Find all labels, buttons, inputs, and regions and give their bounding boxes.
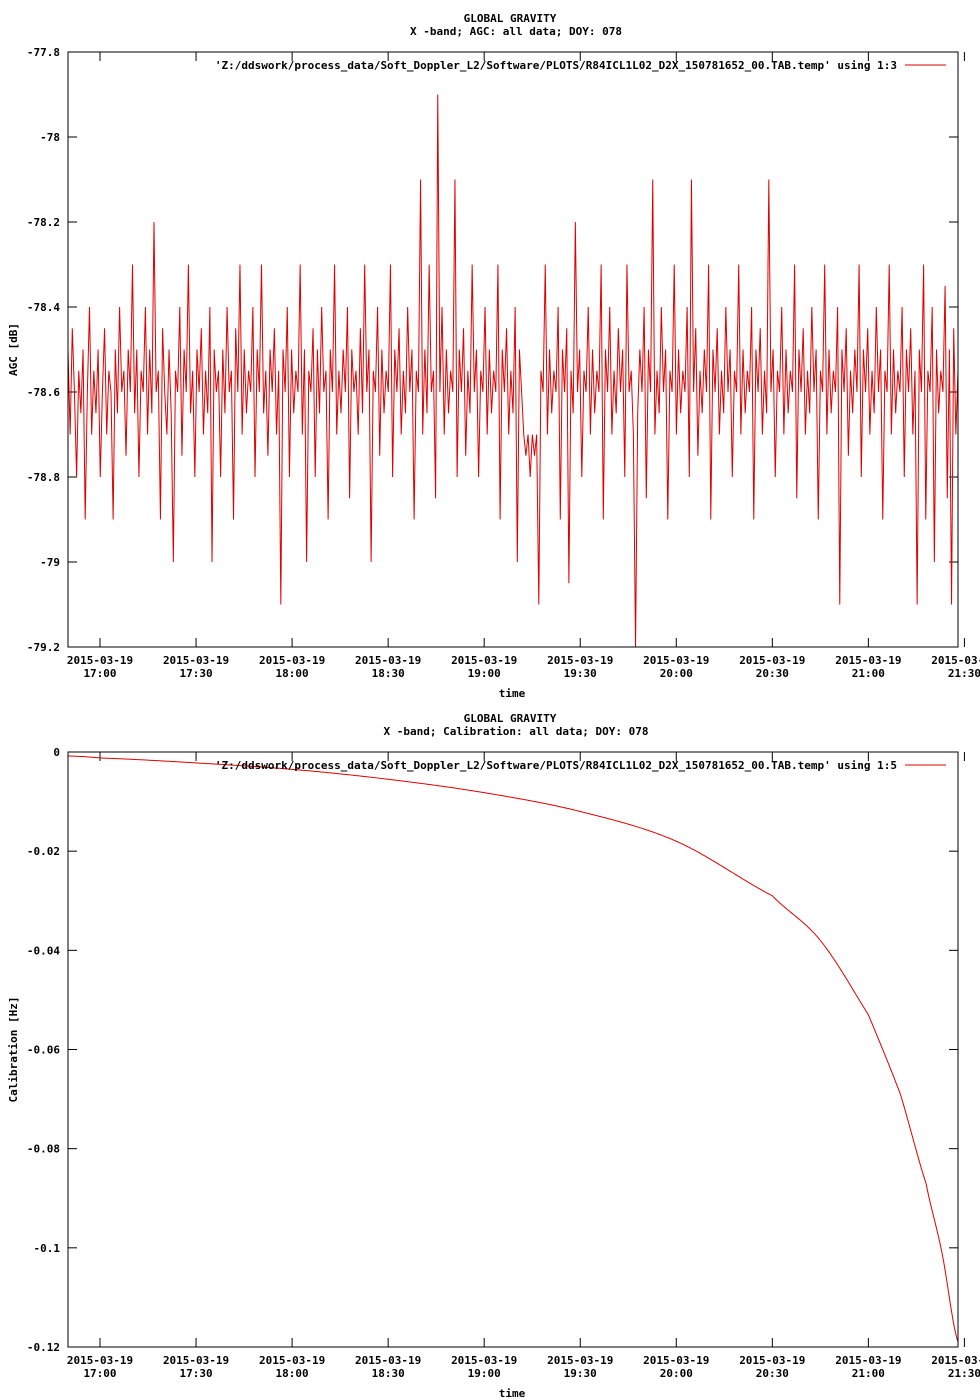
chart-title: GLOBAL GRAVITY bbox=[464, 12, 557, 25]
x-tick-label-date: 2015-03-19 bbox=[931, 1354, 980, 1367]
x-tick-label-time: 18:30 bbox=[372, 667, 405, 680]
x-tick-label-time: 19:00 bbox=[468, 1367, 501, 1380]
x-tick-label-date: 2015-03-19 bbox=[163, 654, 229, 667]
x-tick-label-time: 17:30 bbox=[179, 1367, 212, 1380]
y-tick-label: -79 bbox=[40, 556, 60, 569]
x-tick-label-date: 2015-03-19 bbox=[259, 654, 325, 667]
x-tick-label-date: 2015-03-19 bbox=[835, 654, 901, 667]
x-tick-label-time: 17:30 bbox=[179, 667, 212, 680]
y-tick-label: -78 bbox=[40, 131, 60, 144]
y-tick-label: -78.6 bbox=[27, 386, 60, 399]
calibration-chart-panel: GLOBAL GRAVITY X -band; Calibration: all … bbox=[0, 700, 980, 1400]
x-tick-label-date: 2015-03-19 bbox=[163, 1354, 229, 1367]
x-axis-label: time bbox=[499, 1387, 526, 1400]
x-tick-label-date: 2015-03-19 bbox=[643, 1354, 709, 1367]
agc-chart-panel: GLOBAL GRAVITY X -band; AGC: all data; DO… bbox=[7, 12, 980, 700]
x-tick-label-time: 19:30 bbox=[564, 1367, 597, 1380]
y-tick-label: -0.1 bbox=[34, 1242, 61, 1255]
x-tick-label-time: 17:00 bbox=[83, 1367, 116, 1380]
x-tick-label-time: 18:00 bbox=[276, 1367, 309, 1380]
x-tick-label-time: 20:00 bbox=[660, 667, 693, 680]
plot-frame bbox=[67, 51, 959, 648]
x-tick-label-time: 20:30 bbox=[756, 1367, 789, 1380]
plot-frame bbox=[67, 751, 959, 1348]
x-tick-label-time: 18:00 bbox=[276, 667, 309, 680]
legend-label: 'Z:/ddswork/process_data/Soft_Doppler_L2… bbox=[215, 59, 897, 72]
x-tick-label-date: 2015-03-19 bbox=[67, 1354, 133, 1367]
x-tick-label-date: 2015-03-19 bbox=[259, 1354, 325, 1367]
x-tick-label-date: 2015-03-19 bbox=[355, 654, 421, 667]
chart-subtitle: X -band; AGC: all data; DOY: 078 bbox=[410, 25, 622, 38]
x-tick-label-date: 2015-03-19 bbox=[739, 654, 805, 667]
x-tick-label-time: 19:30 bbox=[564, 667, 597, 680]
y-axis-label: AGC [dB] bbox=[7, 323, 20, 376]
series-line bbox=[67, 755, 959, 1343]
x-tick-label-date: 2015-03-19 bbox=[67, 654, 133, 667]
x-tick-label-time: 18:30 bbox=[372, 1367, 405, 1380]
y-tick-label: 0 bbox=[53, 746, 60, 759]
y-tick-label: -0.06 bbox=[27, 1044, 60, 1057]
y-tick-label: -0.12 bbox=[27, 1341, 60, 1354]
series-line bbox=[67, 94, 959, 648]
y-tick-label: -0.08 bbox=[27, 1143, 60, 1156]
x-tick-label-date: 2015-03-19 bbox=[643, 654, 709, 667]
y-tick-label: -77.8 bbox=[27, 46, 60, 59]
x-tick-label-time: 17:00 bbox=[83, 667, 116, 680]
x-tick-label-date: 2015-03-19 bbox=[547, 654, 613, 667]
chart-title: GLOBAL GRAVITY bbox=[464, 712, 557, 725]
chart-subtitle: X -band; Calibration: all data; DOY: 078 bbox=[384, 725, 649, 738]
x-tick-label-time: 21:30 bbox=[948, 1367, 980, 1380]
x-tick-label-time: 19:00 bbox=[468, 667, 501, 680]
x-tick-label-date: 2015-03-19 bbox=[739, 1354, 805, 1367]
x-tick-label-date: 2015-03-19 bbox=[451, 654, 517, 667]
y-tick-label: -0.04 bbox=[27, 944, 60, 957]
y-axis-label: Calibration [Hz] bbox=[7, 997, 20, 1103]
x-tick-label-date: 2015-03-19 bbox=[931, 654, 980, 667]
x-tick-label-date: 2015-03-19 bbox=[547, 1354, 613, 1367]
legend-label: 'Z:/ddswork/process_data/Soft_Doppler_L2… bbox=[215, 759, 897, 772]
x-axis-label: time bbox=[499, 687, 526, 700]
x-tick-label-time: 21:00 bbox=[852, 667, 885, 680]
x-tick-label-date: 2015-03-19 bbox=[451, 1354, 517, 1367]
y-tick-label: -78.8 bbox=[27, 471, 60, 484]
y-tick-label: -79.2 bbox=[27, 641, 60, 654]
x-tick-label-time: 20:30 bbox=[756, 667, 789, 680]
x-tick-label-time: 20:00 bbox=[660, 1367, 693, 1380]
x-tick-label-time: 21:30 bbox=[948, 667, 980, 680]
y-tick-label: -0.02 bbox=[27, 845, 60, 858]
x-tick-label-date: 2015-03-19 bbox=[355, 1354, 421, 1367]
y-tick-label: -78.2 bbox=[27, 216, 60, 229]
y-tick-label: -78.4 bbox=[27, 301, 60, 314]
x-tick-label-time: 21:00 bbox=[852, 1367, 885, 1380]
x-tick-label-date: 2015-03-19 bbox=[835, 1354, 901, 1367]
